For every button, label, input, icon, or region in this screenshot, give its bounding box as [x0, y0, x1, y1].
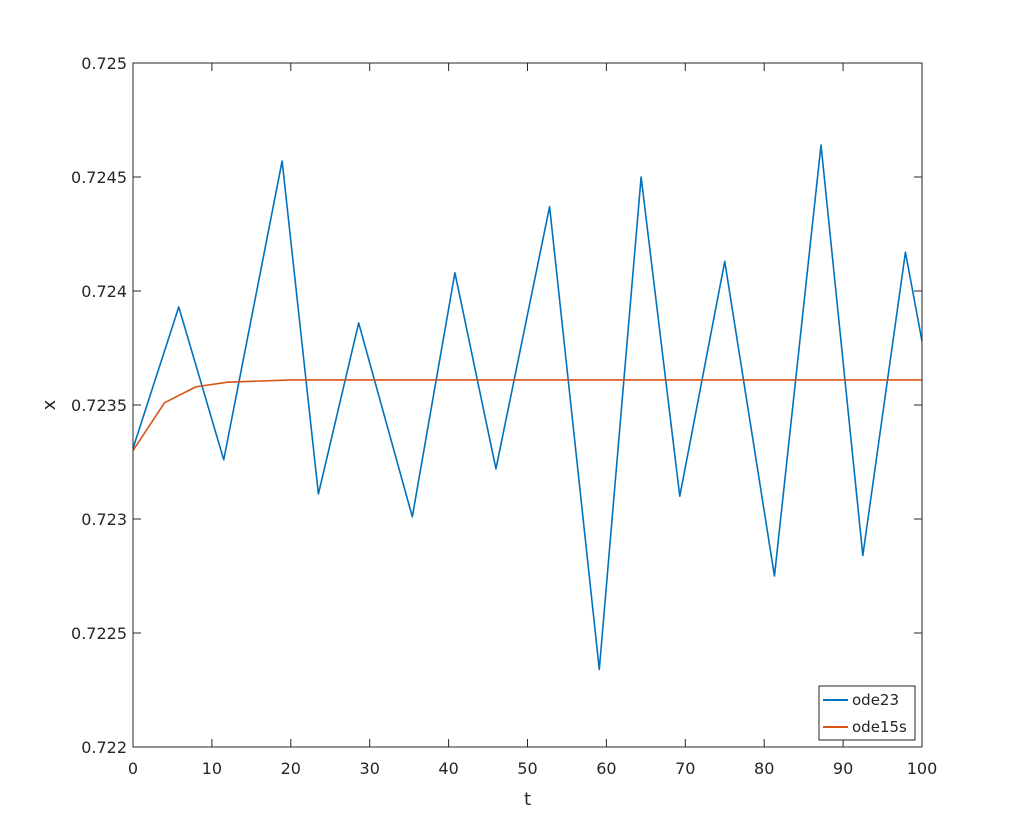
y-tick-label: 0.7235	[71, 396, 127, 415]
y-tick-label: 0.725	[81, 54, 127, 73]
x-tick-labels: 0 10 20 30 40 50 60 70 80 90 100	[128, 759, 937, 778]
axes-background	[133, 63, 922, 747]
y-tick-label: 0.723	[81, 510, 127, 529]
legend-label-ode23: ode23	[852, 691, 899, 709]
x-tick-label: 70	[675, 759, 695, 778]
y-tick-label: 0.724	[81, 282, 127, 301]
x-tick-label: 20	[281, 759, 301, 778]
y-axis-label: x	[39, 399, 60, 410]
x-tick-label: 90	[833, 759, 853, 778]
x-tick-label: 50	[517, 759, 537, 778]
x-tick-label: 100	[907, 759, 938, 778]
series-line-ode23	[132, 144, 923, 671]
legend-label-ode15s: ode15s	[852, 718, 907, 736]
x-tick-label: 10	[202, 759, 222, 778]
x-tick-label: 30	[360, 759, 380, 778]
legend: ode23 ode15s	[818, 685, 916, 741]
legend-box	[818, 685, 916, 741]
axes-box	[132, 62, 923, 748]
y-tick-label: 0.7225	[71, 624, 127, 643]
y-tick-labels: 0.722 0.7225 0.723 0.7235 0.724 0.7245 0.725	[71, 54, 127, 757]
y-tick-label: 0.7245	[71, 168, 127, 187]
plot-area	[133, 63, 922, 747]
x-tick-label: 80	[754, 759, 774, 778]
y-tick-label: 0.722	[81, 738, 127, 757]
x-axis-label: t	[524, 789, 531, 810]
x-tick-label: 0	[128, 759, 138, 778]
series-line-ode15s	[132, 379, 922, 452]
series-layer	[132, 144, 923, 671]
x-tick-label: 60	[596, 759, 616, 778]
x-tick-label: 40	[438, 759, 458, 778]
